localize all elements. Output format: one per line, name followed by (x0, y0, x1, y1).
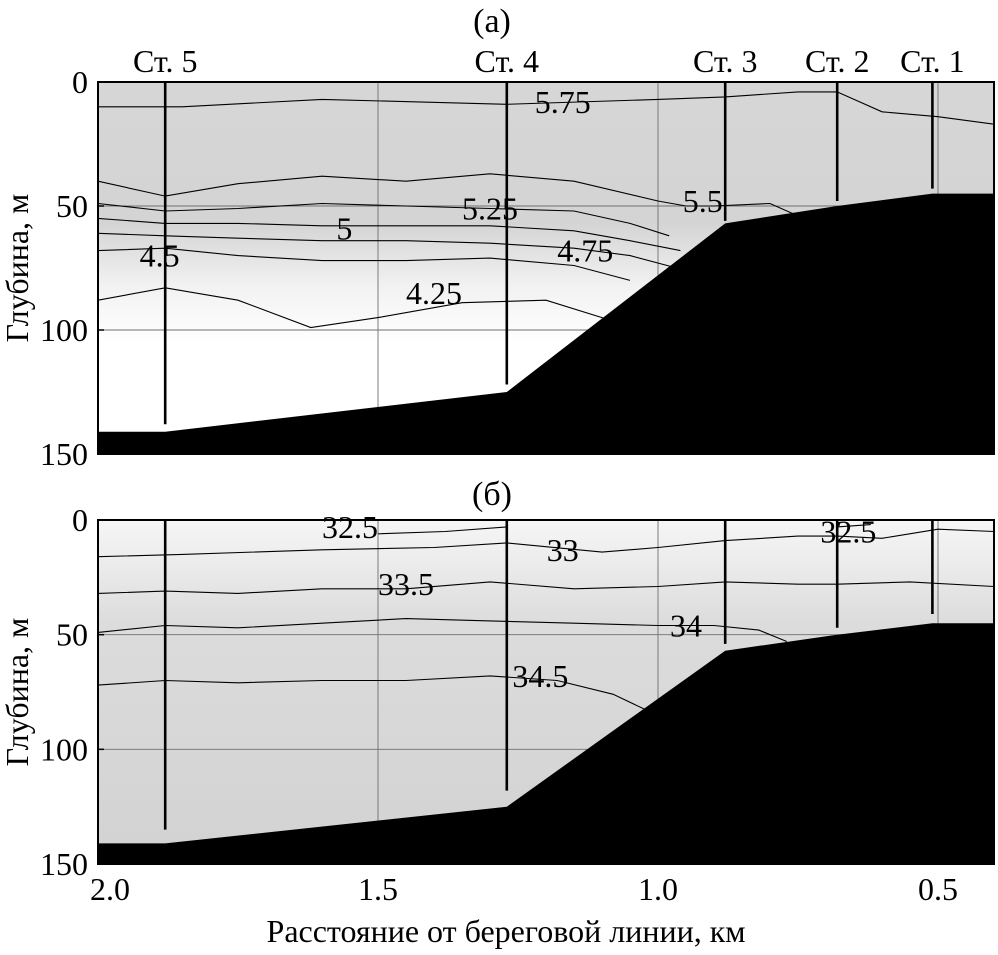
seafloor (98, 623, 994, 864)
y-axis-label: Глубина, м (0, 618, 35, 767)
contour-label-6: 4.25 (406, 275, 462, 311)
y-tick-label-2: 100 (40, 312, 88, 348)
contour-label-4: 34 (670, 607, 702, 643)
y-tick-label-1: 50 (56, 617, 88, 653)
contour-label-0: 32.5 (322, 509, 378, 545)
y-tick-label-2: 100 (40, 731, 88, 767)
contour-line-2 (97, 202, 670, 237)
contour-line-4 (97, 232, 687, 272)
contour-label-5: 4.5 (140, 238, 180, 274)
x-tick-label-1: 1.5 (358, 871, 398, 907)
contour-line-6 (97, 287, 631, 331)
y-tick-label-1: 50 (56, 188, 88, 224)
y-axis-label: Глубина, м (0, 194, 35, 343)
x-tick-label-2: 1.0 (638, 871, 678, 907)
contour-line-5 (97, 675, 648, 711)
station-label-3: Ст. 2 (805, 43, 870, 79)
plot-frame (97, 81, 995, 455)
contour-line-1 (97, 173, 799, 217)
panel-temperature: 5.75 5.5 5.25 5 4.75 4.5 4.25 0 50 100 150 Глубина,… (0, 3, 995, 472)
y-tick-label-0: 0 (72, 64, 88, 100)
station-label-1: Ст. 4 (475, 43, 540, 79)
y-tick-label-3: 150 (40, 436, 88, 472)
contour-line-3 (97, 217, 681, 252)
contour-label-3: 33.5 (378, 566, 434, 602)
y-tick-label-3: 150 (40, 846, 88, 882)
contour-label-2: 32.5 (820, 513, 876, 549)
contour-label-2: 5.25 (462, 190, 518, 226)
seafloor (98, 193, 994, 454)
station-label-0: Ст. 5 (133, 43, 198, 79)
contour-line-5 (97, 247, 631, 281)
contour-line-1 (97, 528, 995, 558)
station-label-4: Ст. 1 (900, 43, 965, 79)
panel-label: (а) (473, 3, 511, 40)
contour-label-5: 34.5 (512, 658, 568, 694)
contour-line-4 (97, 618, 788, 643)
contour-label-1: 5.5 (683, 183, 723, 219)
plot-frame (97, 519, 995, 865)
contour-label-1: 33 (547, 532, 579, 568)
contour-line-0 (377, 526, 507, 535)
contour-line-2 (837, 524, 871, 528)
x-axis-label: Расстояние от береговой линии, км (267, 913, 746, 949)
x-tick-label-0: 2.0 (90, 871, 130, 907)
station-label-2: Ст. 3 (693, 43, 758, 79)
contour-label-4: 4.75 (557, 233, 613, 269)
x-tick-label-3: 0.5 (918, 871, 958, 907)
contour-label-3: 5 (336, 210, 352, 246)
y-tick-label-0: 0 (72, 502, 88, 538)
contour-label-0: 5.75 (535, 84, 591, 120)
panel-label: (б) (472, 476, 512, 513)
